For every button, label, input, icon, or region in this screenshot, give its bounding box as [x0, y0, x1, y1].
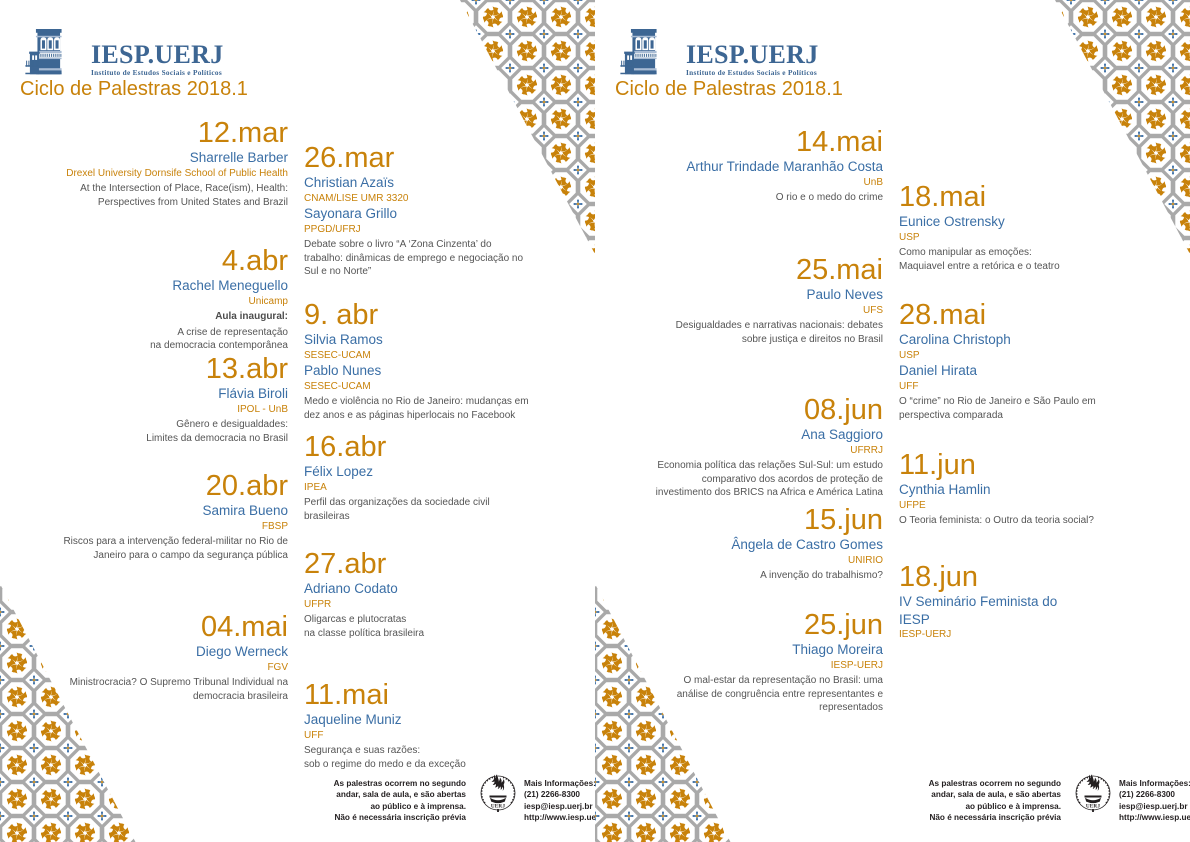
svg-text:UERJ: UERJ — [491, 803, 506, 809]
svg-text:UERJ: UERJ — [1086, 803, 1101, 809]
